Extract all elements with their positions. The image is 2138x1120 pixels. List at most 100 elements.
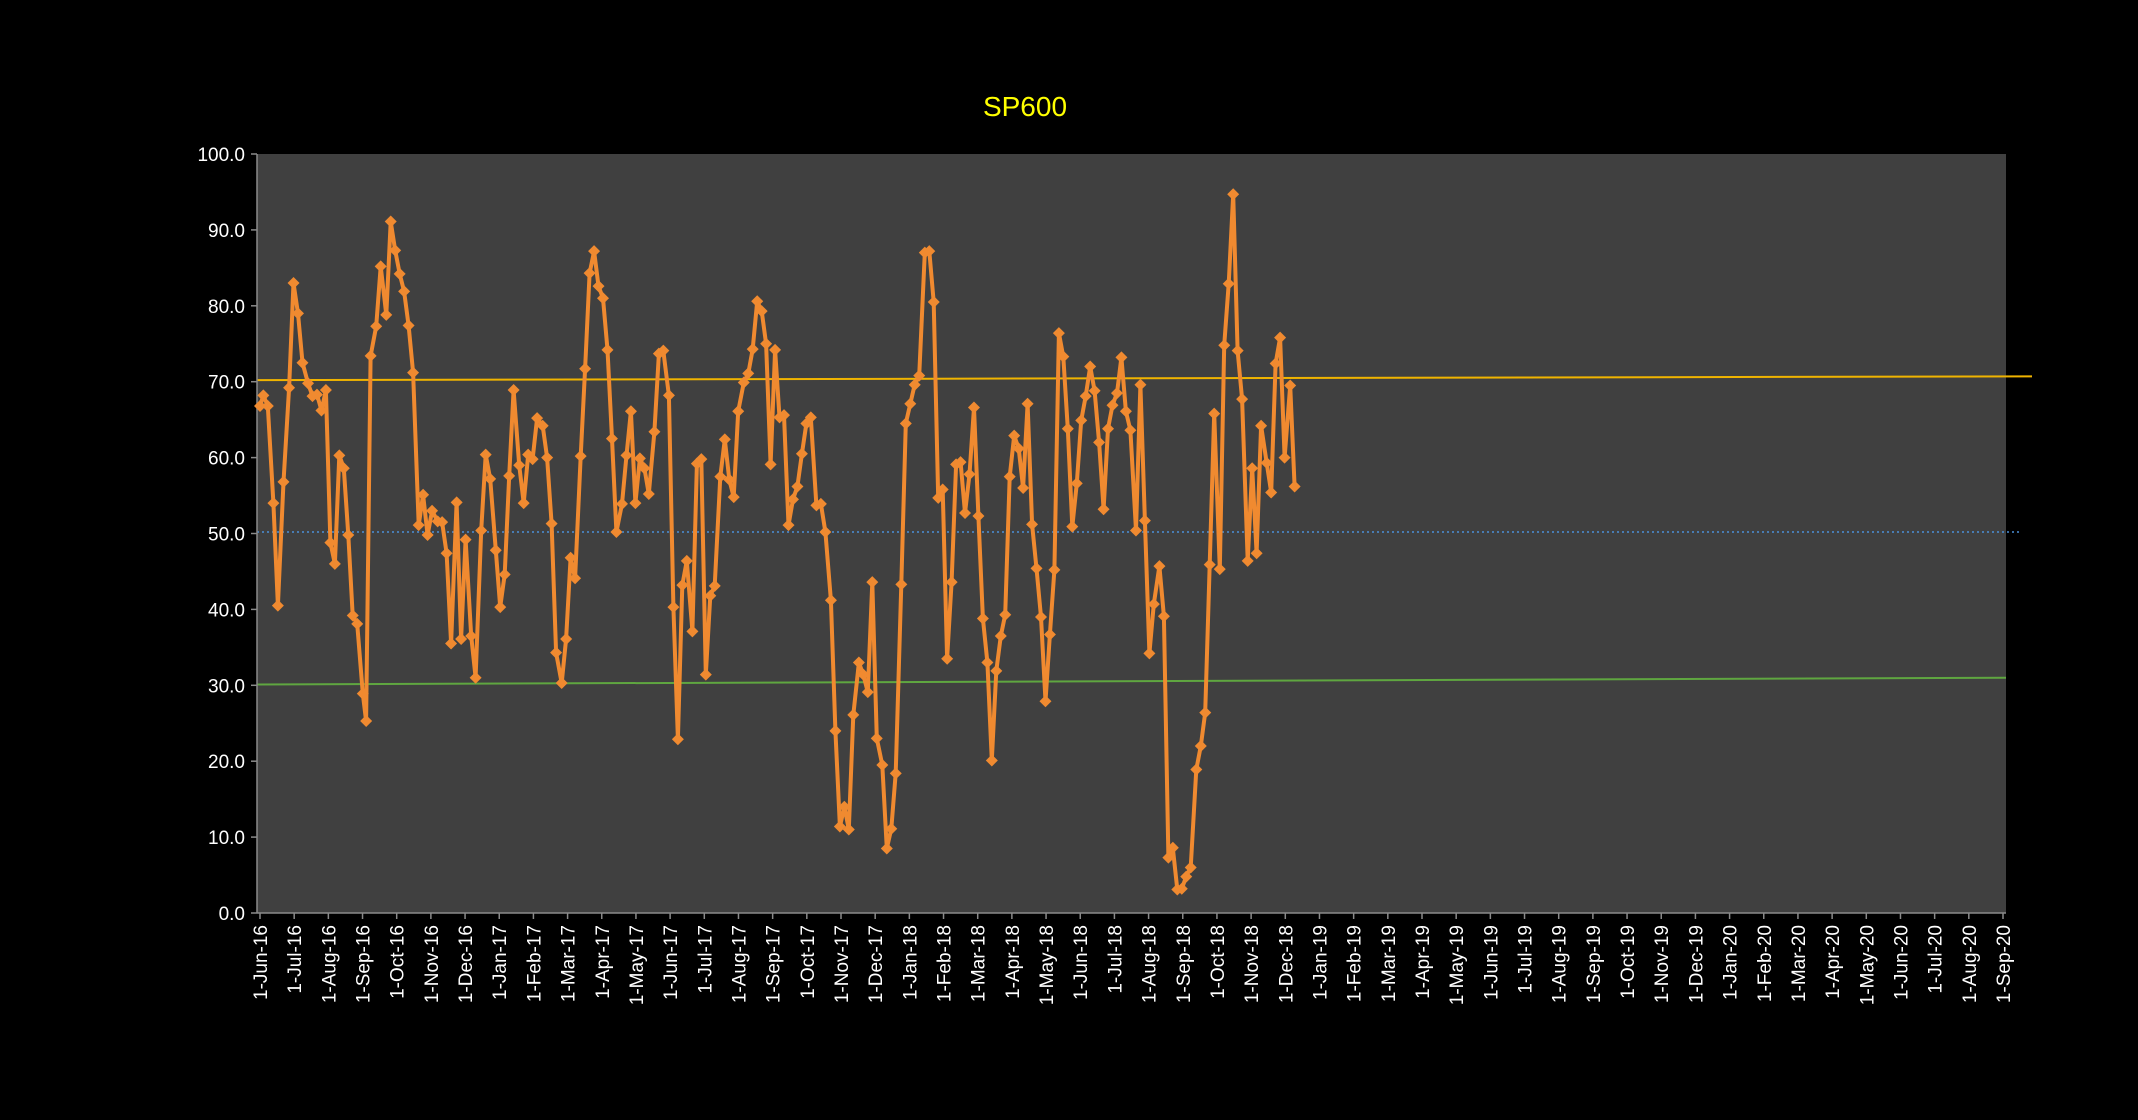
data-point — [555, 677, 568, 690]
data-point — [1166, 841, 1179, 854]
x-tick-label: 1-Jul-18 — [1105, 925, 1126, 994]
data-point — [1241, 554, 1254, 567]
data-point — [374, 260, 387, 273]
data-point — [755, 305, 768, 318]
data-point — [857, 668, 870, 681]
data-point — [976, 612, 989, 625]
data-point — [450, 496, 463, 509]
x-axis: 1-Jun-16 1-Jul-16 1-Aug-16 1-Sep-16 1-Oct-16… — [251, 912, 2015, 1005]
data-point — [1003, 470, 1016, 483]
y-axis: 0.0 10.0 20.0 30.0 40.0 50.0 60.0 70.0 80.0 90.0 1… — [197, 145, 258, 925]
data-point — [1102, 422, 1115, 435]
data-point — [479, 448, 492, 461]
data-point — [605, 432, 618, 445]
data-point — [287, 277, 300, 290]
data-point — [333, 449, 346, 462]
data-point — [1288, 480, 1301, 493]
data-point — [291, 307, 304, 320]
data-point — [337, 462, 350, 475]
data-point — [791, 480, 804, 493]
x-tick-label: 1-Dec-16 — [456, 925, 477, 1003]
data-point — [972, 510, 985, 523]
data-point — [310, 388, 323, 401]
data-point — [963, 468, 976, 481]
data-point — [560, 633, 573, 646]
data-point — [1231, 344, 1244, 357]
x-tick-label: 1-Oct-16 — [388, 925, 409, 999]
data-point — [445, 637, 458, 650]
data-point — [633, 452, 646, 465]
x-tick-label: 1-Mar-17 — [559, 925, 580, 1002]
data-point — [1194, 740, 1207, 753]
data-point — [342, 529, 355, 542]
data-point — [923, 245, 936, 258]
x-tick-label: 1-Sep-16 — [354, 925, 375, 1003]
data-point — [315, 404, 328, 417]
data-point — [1057, 350, 1070, 363]
x-tick-label: 1-Jan-17 — [490, 925, 511, 1000]
data-point — [579, 362, 592, 375]
data-point — [786, 493, 799, 506]
data-point — [1030, 562, 1043, 575]
data-point — [1213, 563, 1226, 576]
data-point — [1115, 351, 1128, 364]
x-tick-label: 1-Oct-17 — [798, 925, 819, 999]
data-point — [638, 462, 651, 475]
data-point — [990, 664, 1003, 677]
x-tick-label: 1-Feb-17 — [524, 925, 545, 1002]
data-point — [569, 572, 582, 585]
data-point — [465, 629, 478, 642]
x-tick-label: 1-Apr-20 — [1823, 925, 1844, 999]
x-tick-label: 1-Jun-20 — [1891, 925, 1912, 1000]
data-point — [861, 686, 874, 699]
data-point — [1106, 399, 1119, 412]
data-point — [1227, 188, 1240, 201]
data-point — [1129, 524, 1142, 537]
data-point — [778, 409, 791, 422]
data-point — [459, 533, 472, 546]
x-tick-label: 1-Mar-20 — [1789, 925, 1810, 1002]
data-point — [517, 497, 530, 510]
x-tick-label: 1-Jan-18 — [900, 925, 921, 1000]
data-point — [1048, 563, 1061, 576]
data-point — [847, 708, 860, 721]
data-point — [999, 608, 1012, 621]
data-point — [662, 389, 675, 402]
x-tick-label: 1-Jul-19 — [1516, 925, 1537, 994]
data-point — [536, 419, 549, 432]
data-point — [407, 366, 420, 379]
data-point — [667, 601, 680, 614]
data-point — [680, 554, 693, 567]
data-point — [1222, 277, 1235, 290]
data-point — [742, 367, 755, 380]
x-tick-label: 1-Feb-18 — [935, 925, 956, 1002]
data-point — [624, 405, 637, 418]
data-point — [1208, 407, 1221, 420]
data-point — [1265, 486, 1278, 499]
data-point — [895, 578, 908, 591]
data-point — [804, 411, 817, 424]
data-point — [574, 450, 587, 463]
x-tick-label: 1-May-18 — [1037, 925, 1058, 1005]
x-tick-label: 1-Jul-20 — [1926, 925, 1947, 994]
data-point — [1124, 424, 1137, 437]
x-tick-label: 1-Aug-16 — [319, 925, 340, 1003]
data-point — [597, 292, 610, 305]
data-point — [913, 369, 926, 382]
data-point — [737, 376, 750, 389]
data-point — [1075, 414, 1088, 427]
data-point — [498, 568, 511, 581]
data-point — [899, 417, 912, 430]
data-point — [1134, 378, 1147, 391]
data-point — [588, 245, 601, 258]
x-tick-label: 1-Aug-18 — [1140, 925, 1161, 1003]
data-point — [507, 384, 520, 397]
data-point — [421, 529, 434, 542]
data-point — [620, 449, 633, 462]
data-point — [1143, 647, 1156, 660]
data-point — [954, 456, 967, 469]
data-point — [695, 453, 708, 466]
data-point — [319, 384, 332, 397]
x-tick-label: 1-Sep-17 — [764, 925, 785, 1003]
